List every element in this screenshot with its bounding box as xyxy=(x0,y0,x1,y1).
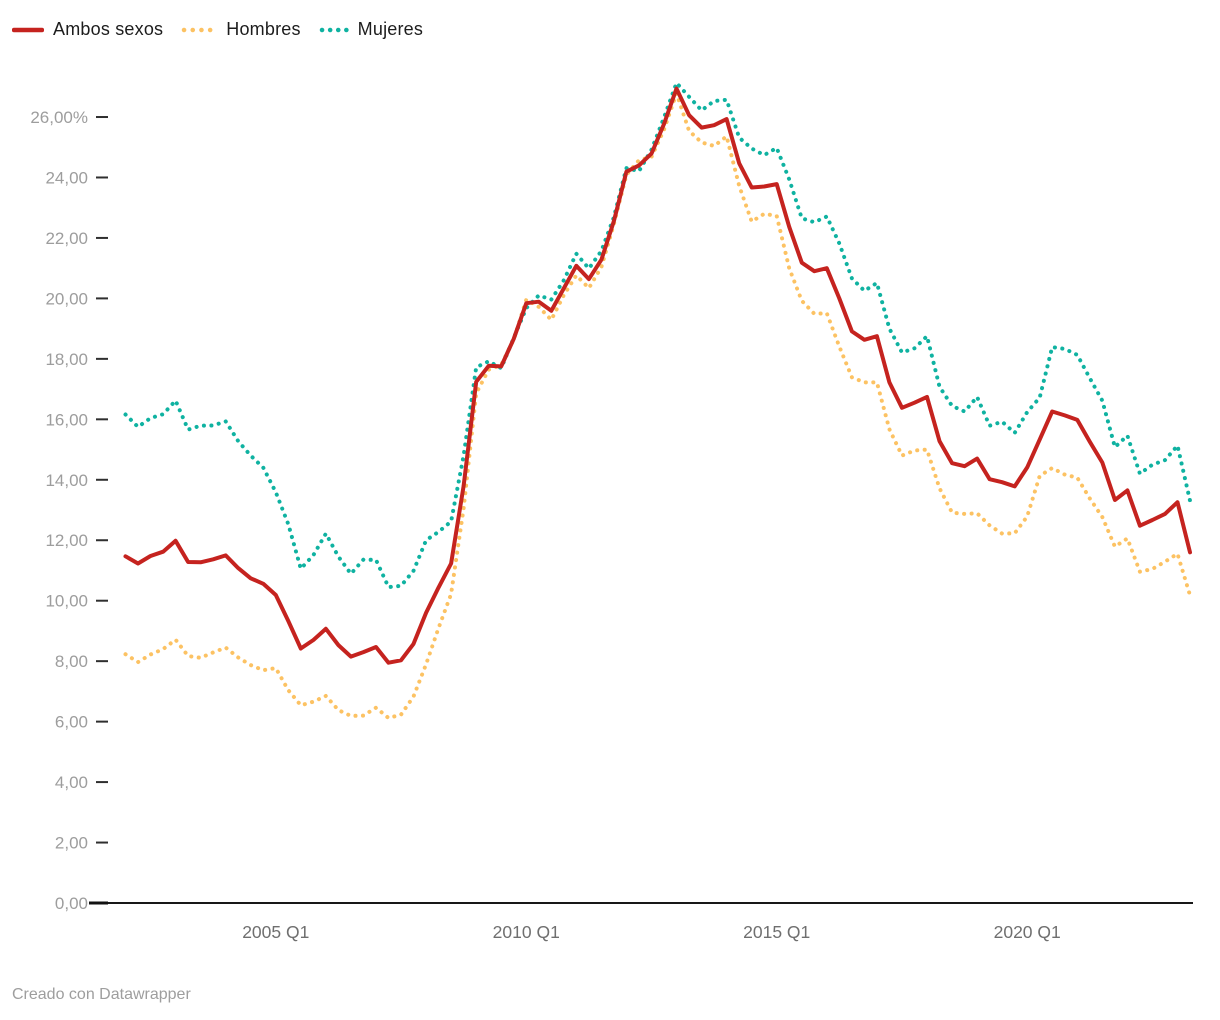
x-axis-label: 2005 Q1 xyxy=(242,922,309,942)
legend-label: Mujeres xyxy=(357,19,424,39)
legend-item-hombres: Hombres xyxy=(181,19,300,40)
legend-label: Ambos sexos xyxy=(53,19,164,39)
dotted-line-swatch-icon xyxy=(182,27,218,32)
y-axis-label: 24,00 xyxy=(45,168,88,187)
x-axis-label: 2020 Q1 xyxy=(994,922,1061,942)
y-axis-label: 10,00 xyxy=(45,592,88,611)
solid-line-swatch-icon xyxy=(12,27,44,32)
y-axis-label: 6,00 xyxy=(55,713,88,732)
y-axis-label: 12,00 xyxy=(45,531,88,550)
y-axis-label: 22,00 xyxy=(45,229,88,248)
x-axis-label: 2010 Q1 xyxy=(493,922,560,942)
x-axis-label: 2015 Q1 xyxy=(743,922,810,942)
series-line-ambos-sexos xyxy=(123,86,1192,665)
y-axis-label: 20,00 xyxy=(45,289,88,308)
y-axis-label: 2,00 xyxy=(55,834,88,853)
legend-item-ambos-sexos: Ambos sexos xyxy=(12,19,163,40)
y-axis-label: 26,00% xyxy=(30,108,88,127)
legend-label: Hombres xyxy=(226,19,301,39)
legend-item-mujeres: Mujeres xyxy=(319,19,423,40)
y-axis-label: 16,00 xyxy=(45,410,88,429)
y-axis-label: 14,00 xyxy=(45,471,88,490)
attribution-text: Creado con Datawrapper xyxy=(12,986,191,1003)
legend: Ambos sexos Hombres Mujeres xyxy=(12,19,423,40)
y-axis-label: 0,00 xyxy=(55,894,88,913)
y-axis-label: 4,00 xyxy=(55,773,88,792)
y-axis-label: 8,00 xyxy=(55,652,88,671)
series-line-mujeres xyxy=(123,80,1192,590)
y-axis-label: 18,00 xyxy=(45,350,88,369)
